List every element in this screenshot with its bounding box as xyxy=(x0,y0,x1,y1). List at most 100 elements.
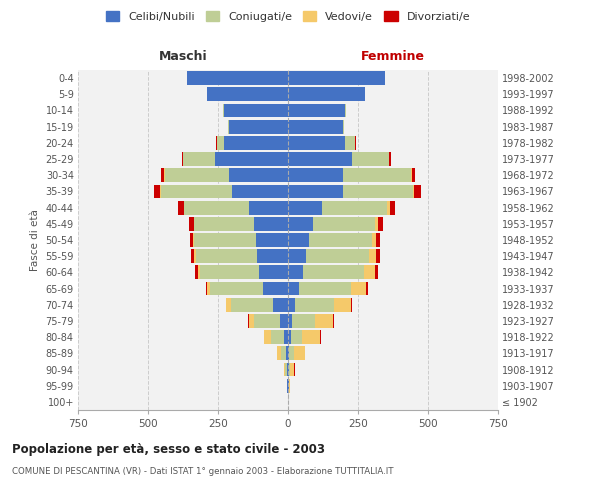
Bar xyxy=(229,120,288,134)
Bar xyxy=(281,346,286,360)
Bar xyxy=(293,346,305,360)
Bar xyxy=(288,168,343,182)
Bar xyxy=(412,168,415,182)
Bar xyxy=(288,330,291,344)
Bar xyxy=(306,250,369,263)
Bar xyxy=(295,298,334,312)
Bar xyxy=(288,233,309,247)
Bar xyxy=(194,217,254,230)
Bar xyxy=(289,379,290,392)
Bar xyxy=(343,120,344,134)
Bar xyxy=(289,346,293,360)
Bar xyxy=(292,314,314,328)
Bar xyxy=(346,136,355,149)
Bar xyxy=(302,330,320,344)
Bar xyxy=(256,233,288,247)
Bar xyxy=(263,282,288,296)
Bar xyxy=(224,104,288,118)
Bar xyxy=(288,314,292,328)
Bar xyxy=(229,168,288,182)
Bar xyxy=(264,330,271,344)
Bar xyxy=(304,266,364,280)
Bar xyxy=(161,168,164,182)
Bar xyxy=(226,298,230,312)
Bar xyxy=(343,184,413,198)
Bar xyxy=(377,217,383,230)
Bar xyxy=(288,200,322,214)
Bar xyxy=(288,282,299,296)
Bar xyxy=(288,184,343,198)
Bar xyxy=(206,282,207,296)
Bar xyxy=(215,152,288,166)
Bar xyxy=(249,200,288,214)
Bar xyxy=(288,136,346,149)
Bar xyxy=(207,88,288,101)
Bar xyxy=(187,71,288,85)
Bar xyxy=(194,250,196,263)
Bar xyxy=(288,346,289,360)
Bar xyxy=(287,362,288,376)
Bar xyxy=(248,314,249,328)
Bar xyxy=(165,168,229,182)
Bar xyxy=(272,298,288,312)
Bar xyxy=(288,250,306,263)
Bar xyxy=(207,282,209,296)
Bar xyxy=(299,282,351,296)
Bar xyxy=(183,152,215,166)
Bar xyxy=(197,266,200,280)
Bar xyxy=(257,250,288,263)
Bar xyxy=(288,362,289,376)
Bar xyxy=(388,200,389,214)
Bar xyxy=(414,184,421,198)
Bar xyxy=(352,152,389,166)
Text: COMUNE DI PESCANTINA (VR) - Dati ISTAT 1° gennaio 2003 - Elaborazione TUTTITALIA: COMUNE DI PESCANTINA (VR) - Dati ISTAT 1… xyxy=(12,468,394,476)
Bar xyxy=(364,266,375,280)
Bar xyxy=(228,120,229,134)
Bar xyxy=(288,88,365,101)
Bar xyxy=(277,346,281,360)
Bar xyxy=(309,233,372,247)
Bar xyxy=(389,200,395,214)
Bar xyxy=(290,362,295,376)
Bar xyxy=(194,233,256,247)
Bar xyxy=(389,152,391,166)
Bar xyxy=(288,217,313,230)
Bar xyxy=(254,314,280,328)
Bar xyxy=(190,217,194,230)
Bar xyxy=(351,298,352,312)
Bar xyxy=(288,152,352,166)
Bar xyxy=(351,282,367,296)
Bar xyxy=(369,250,376,263)
Bar xyxy=(288,120,343,134)
Bar xyxy=(367,282,368,296)
Bar xyxy=(284,362,285,376)
Bar xyxy=(286,346,288,360)
Bar xyxy=(271,330,284,344)
Y-axis label: Fasce di età: Fasce di età xyxy=(30,209,40,271)
Bar xyxy=(313,217,375,230)
Bar xyxy=(291,330,302,344)
Bar xyxy=(284,330,288,344)
Bar xyxy=(288,266,304,280)
Bar xyxy=(375,217,377,230)
Text: Popolazione per età, sesso e stato civile - 2003: Popolazione per età, sesso e stato civil… xyxy=(12,442,325,456)
Bar xyxy=(224,136,288,149)
Text: Maschi: Maschi xyxy=(158,50,208,62)
Bar xyxy=(288,71,385,85)
Bar xyxy=(320,330,321,344)
Bar xyxy=(191,250,194,263)
Bar xyxy=(200,266,259,280)
Bar xyxy=(193,233,194,247)
Bar xyxy=(209,282,263,296)
Bar xyxy=(376,250,380,263)
Text: Femmine: Femmine xyxy=(361,50,425,62)
Bar xyxy=(372,233,376,247)
Bar xyxy=(217,136,224,149)
Bar xyxy=(154,184,160,198)
Bar xyxy=(232,184,288,198)
Bar xyxy=(322,200,388,214)
Bar xyxy=(230,298,272,312)
Bar xyxy=(249,314,254,328)
Bar xyxy=(411,168,412,182)
Bar xyxy=(280,314,288,328)
